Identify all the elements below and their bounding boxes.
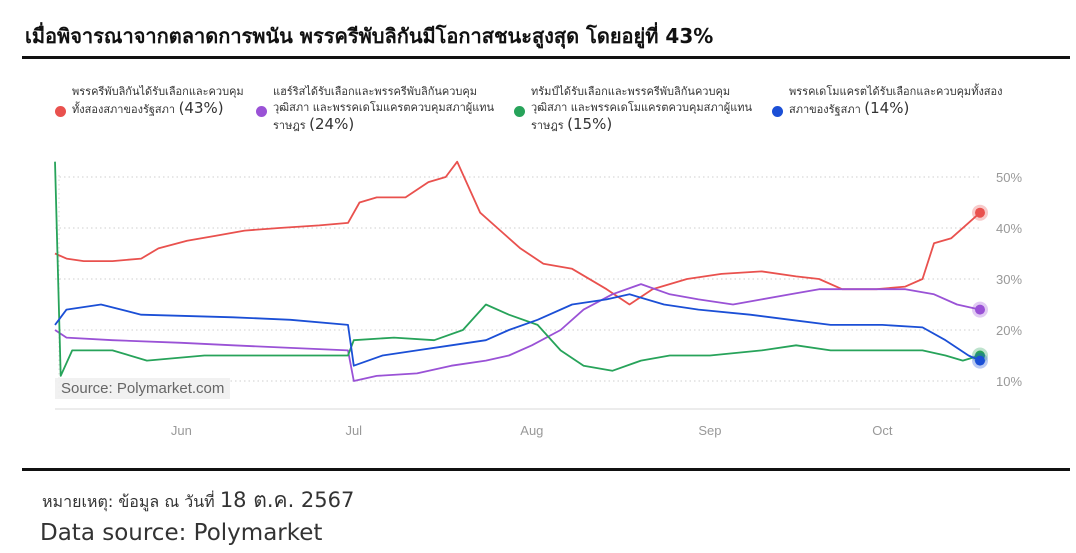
- legend-item-republican-sweep: พรรครีพับลิกันได้รับเลือกและควบคุมทั้งสอ…: [55, 84, 244, 118]
- legend-item-democrat-sweep: พรรคเดโมแครตได้รับเลือกและควบคุมทั้งสองส…: [772, 84, 1003, 118]
- x-tick-label: Sep: [698, 423, 721, 438]
- series-end-point: [975, 355, 985, 366]
- x-tick-label: Aug: [520, 423, 543, 438]
- legend-item-harris-split: แฮร์ริสได้รับเลือกและพรรครีพับลิกันควบคุ…: [256, 84, 505, 134]
- legend-item-trump-split: ทรัมป์ได้รับเลือกและพรรครีพับลิกันควบคุม…: [514, 84, 763, 134]
- y-tick-label: 20%: [996, 323, 1022, 338]
- y-tick-label: 50%: [996, 170, 1022, 185]
- legend-label: แฮร์ริสได้รับเลือกและพรรครีพับลิกันควบคุ…: [273, 85, 495, 132]
- legend-percent: (43%): [178, 99, 224, 117]
- y-tick-label: 30%: [996, 272, 1022, 287]
- legend-label: ทรัมป์ได้รับเลือกและพรรครีพับลิกันควบคุม…: [531, 85, 753, 132]
- x-tick-label: Jun: [171, 423, 192, 438]
- footnote: หมายเหตุ: ข้อมูล ณ วันที่ 18 ต.ค. 2567: [42, 484, 354, 517]
- title-rule: [22, 56, 1070, 59]
- y-tick-label: 40%: [996, 221, 1022, 236]
- legend-dot-purple: [256, 106, 267, 117]
- legend-percent: (15%): [567, 115, 613, 133]
- legend-percent: (24%): [309, 115, 355, 133]
- series-end-point: [975, 304, 985, 315]
- source-watermark: Source: Polymarket.com: [55, 378, 231, 399]
- y-tick-label: 10%: [996, 374, 1022, 389]
- data-source: Data source: Polymarket: [40, 520, 323, 546]
- grid: [55, 175, 980, 410]
- legend-percent: (14%): [864, 99, 910, 117]
- legend-dot-blue: [772, 106, 783, 117]
- series-line-1: [54, 283, 981, 382]
- legend-dot-green: [514, 106, 525, 117]
- legend-label: พรรครีพับลิกันได้รับเลือกและควบคุมทั้งสอ…: [72, 85, 244, 116]
- x-tick-label: Jul: [345, 423, 362, 438]
- footnote-date: 18 ต.ค. 2567: [219, 488, 355, 512]
- line-chart: 10% 20% 30% 40% 50% Jun Jul Aug Sep Oct: [54, 160, 1023, 438]
- series-end-point: [975, 207, 985, 218]
- chart-title: เมื่อพิจารณาจากตลาดการพนัน พรรครีพับลิกั…: [25, 24, 714, 48]
- series-line-0: [54, 160, 981, 306]
- x-tick-label: Oct: [872, 423, 893, 438]
- series-line-3: [54, 293, 981, 367]
- series: [54, 160, 988, 382]
- legend-label: พรรคเดโมแครตได้รับเลือกและควบคุมทั้งสองส…: [789, 85, 1003, 116]
- footer-rule: [22, 468, 1070, 471]
- axes: 10% 20% 30% 40% 50% Jun Jul Aug Sep Oct: [171, 170, 1023, 438]
- series-line-2: [54, 161, 981, 377]
- legend-dot-red: [55, 106, 66, 117]
- footnote-prefix: หมายเหตุ: ข้อมูล ณ วันที่: [42, 492, 220, 511]
